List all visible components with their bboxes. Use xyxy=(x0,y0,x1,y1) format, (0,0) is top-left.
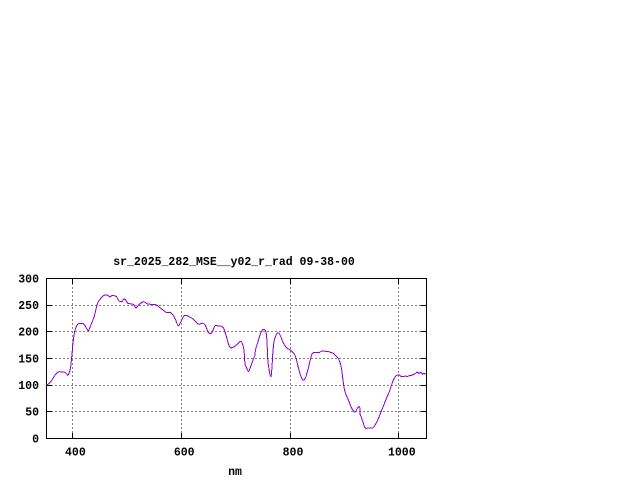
svg-text:100: 100 xyxy=(18,380,39,393)
svg-text:400: 400 xyxy=(65,447,86,460)
svg-text:800: 800 xyxy=(283,447,304,460)
svg-text:nm: nm xyxy=(228,466,242,479)
svg-text:50: 50 xyxy=(25,407,39,420)
svg-text:0: 0 xyxy=(32,433,39,446)
svg-text:200: 200 xyxy=(18,327,39,340)
svg-text:300: 300 xyxy=(18,273,39,286)
svg-text:sr_2025_282_MSE__y02_r_rad 09-: sr_2025_282_MSE__y02_r_rad 09-38-00 xyxy=(113,256,355,269)
svg-text:250: 250 xyxy=(18,300,39,313)
svg-text:600: 600 xyxy=(174,447,195,460)
svg-text:150: 150 xyxy=(18,353,39,366)
svg-text:1000: 1000 xyxy=(388,447,416,460)
